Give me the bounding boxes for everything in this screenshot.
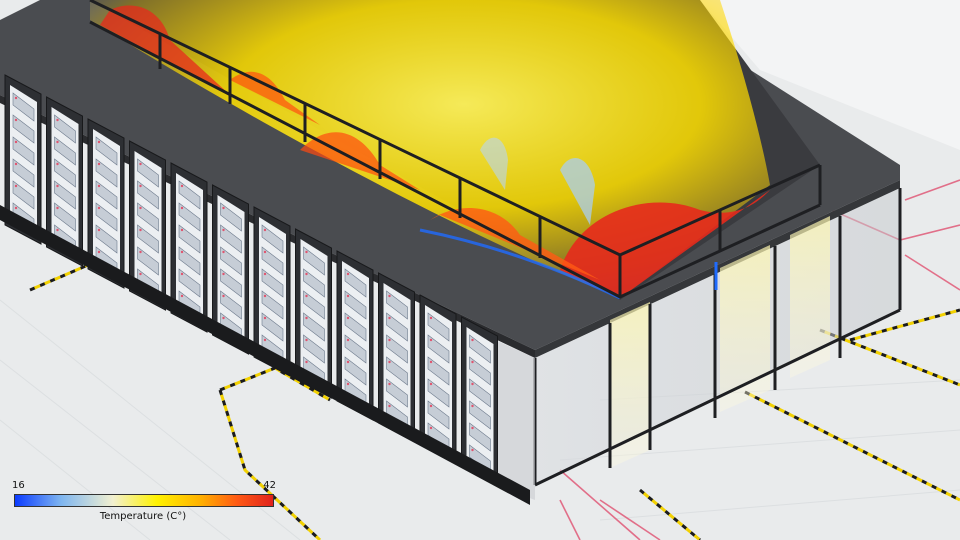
server-rack [295, 228, 332, 399]
server-rack [336, 250, 374, 421]
server-rack [212, 184, 249, 355]
heat-plume [90, 0, 770, 300]
server-racks [4, 74, 498, 487]
side-glass-panel [495, 340, 535, 500]
rack-plinth [0, 205, 530, 505]
legend-min-label: 16 [12, 480, 25, 491]
server-rack [170, 162, 208, 333]
server-rack [378, 272, 415, 443]
server-rack [129, 140, 166, 311]
back-wall [700, 0, 960, 150]
server-rack [87, 118, 125, 289]
server-rack [419, 294, 457, 465]
legend-title: Temperature (C°) [99, 511, 187, 522]
legend-max-label: 42 [263, 480, 276, 491]
server-rack [46, 96, 83, 267]
server-rack [4, 74, 42, 245]
temperature-legend: 16 42 Temperature (C°) [12, 480, 282, 528]
legend-color-bar [14, 494, 274, 507]
end-doors [533, 188, 902, 487]
guard-rail [89, 0, 822, 299]
